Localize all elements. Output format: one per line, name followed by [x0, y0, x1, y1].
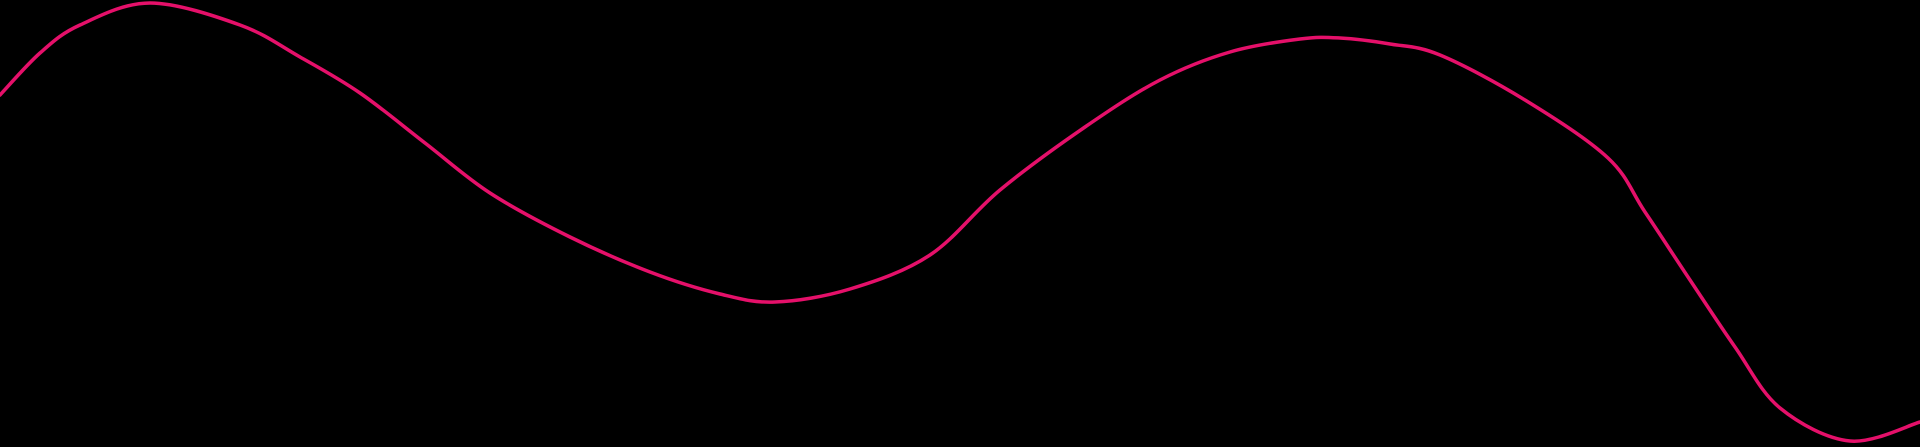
pink-wave-curve: [0, 1, 1920, 443]
black-canvas: [0, 1, 1920, 443]
wave-chart: [0, 1, 1920, 443]
